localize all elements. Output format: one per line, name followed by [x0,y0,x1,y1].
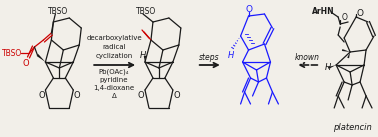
Text: steps: steps [200,54,220,62]
Polygon shape [328,65,336,69]
Text: 1,4-dioxane: 1,4-dioxane [94,85,135,91]
Text: cyclization: cyclization [96,53,133,59]
Text: platencin: platencin [333,123,372,132]
Text: radical: radical [102,44,126,50]
Polygon shape [37,54,45,62]
Text: O: O [38,92,45,101]
Text: H: H [140,52,146,61]
Text: O: O [356,9,364,18]
Text: O: O [174,92,180,101]
Polygon shape [347,52,350,58]
Text: O: O [341,14,347,22]
Polygon shape [342,49,350,52]
Text: ArHN: ArHN [312,8,335,16]
Text: O: O [22,58,29,68]
Polygon shape [144,56,146,62]
Text: O: O [74,92,81,101]
Text: Δ: Δ [112,93,116,99]
Text: TBSO: TBSO [2,48,23,58]
Text: H: H [228,51,234,59]
Text: pyridine: pyridine [100,77,129,83]
Text: H: H [325,64,332,72]
Text: O: O [245,5,252,14]
Text: known: known [295,54,320,62]
Text: Pb(OAc)₄: Pb(OAc)₄ [99,69,129,75]
Text: TBSO: TBSO [136,6,156,15]
Text: decarboxylative: decarboxylative [86,35,142,41]
Text: O: O [138,92,144,101]
Text: TBSO: TBSO [48,6,68,15]
